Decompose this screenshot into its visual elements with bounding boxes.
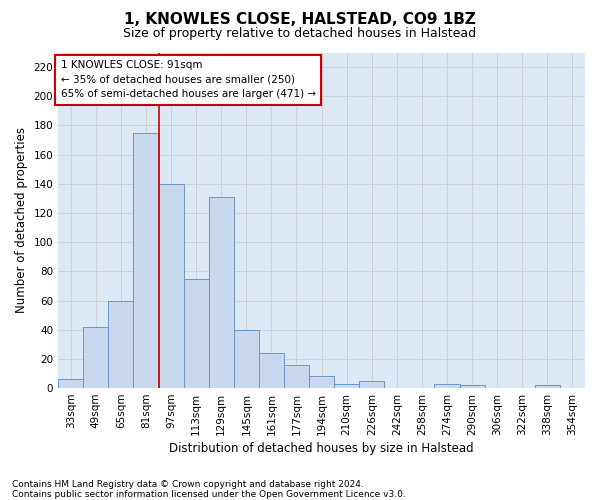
Bar	[334, 384, 359, 388]
X-axis label: Distribution of detached houses by size in Halstead: Distribution of detached houses by size …	[169, 442, 474, 455]
Text: Size of property relative to detached houses in Halstead: Size of property relative to detached ho…	[124, 28, 476, 40]
Bar	[133, 132, 158, 388]
Bar	[309, 376, 334, 388]
Bar	[209, 197, 234, 388]
Bar	[434, 384, 460, 388]
Bar	[259, 353, 284, 388]
Bar	[109, 300, 133, 388]
Bar	[158, 184, 184, 388]
Bar	[184, 278, 209, 388]
Bar	[460, 385, 485, 388]
Bar	[83, 327, 109, 388]
Y-axis label: Number of detached properties: Number of detached properties	[15, 128, 28, 314]
Text: Contains public sector information licensed under the Open Government Licence v3: Contains public sector information licen…	[12, 490, 406, 499]
Bar	[535, 385, 560, 388]
Bar	[234, 330, 259, 388]
Text: 1 KNOWLES CLOSE: 91sqm
← 35% of detached houses are smaller (250)
65% of semi-de: 1 KNOWLES CLOSE: 91sqm ← 35% of detached…	[61, 60, 316, 100]
Bar	[58, 380, 83, 388]
Bar	[284, 364, 309, 388]
Text: 1, KNOWLES CLOSE, HALSTEAD, CO9 1BZ: 1, KNOWLES CLOSE, HALSTEAD, CO9 1BZ	[124, 12, 476, 28]
Bar	[359, 381, 385, 388]
Text: Contains HM Land Registry data © Crown copyright and database right 2024.: Contains HM Land Registry data © Crown c…	[12, 480, 364, 489]
